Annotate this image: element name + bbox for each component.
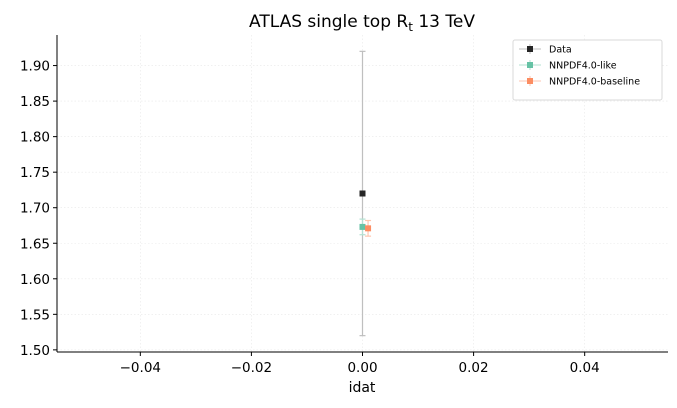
x-axis-label: idat [349, 380, 376, 396]
data-point [359, 190, 366, 197]
x-tick-label: 0.00 [347, 360, 377, 376]
y-tick-label: 1.85 [20, 94, 50, 110]
x-axis-ticks: −0.04 −0.02 0.00 0.02 0.04 [120, 352, 600, 376]
x-tick-label: 0.02 [459, 360, 489, 376]
y-tick-label: 1.90 [20, 59, 50, 75]
legend-frame [512, 39, 663, 101]
y-tick-label: 1.80 [20, 130, 50, 146]
x-tick-label: 0.04 [570, 360, 600, 376]
data-point [359, 223, 366, 230]
y-tick-label: 1.75 [20, 165, 50, 181]
data-series [359, 50, 372, 337]
chart-title-suffix: 13 TeV [413, 12, 475, 32]
x-tick-label: −0.02 [231, 360, 272, 376]
legend-label: NNPDF4.0-like [549, 61, 617, 72]
legend: Data NNPDF4.0-like NNPDF4.0-baseline [512, 39, 663, 101]
data-point [365, 225, 372, 232]
chart-title: ATLAS single top Rt 13 TeV [249, 12, 475, 34]
legend-marker [527, 78, 533, 84]
legend-marker [527, 46, 533, 52]
y-tick-label: 1.70 [20, 201, 50, 217]
legend-label: Data [549, 45, 572, 56]
y-tick-label: 1.50 [20, 343, 50, 359]
chart-title-subscript: t [408, 20, 413, 34]
legend-marker [527, 62, 533, 68]
y-axis-ticks: 1.50 1.55 1.60 1.65 1.70 1.75 1.80 1.85 1.90 [20, 59, 57, 359]
y-tick-label: 1.55 [20, 307, 50, 323]
y-tick-label: 1.65 [20, 236, 50, 252]
legend-label: NNPDF4.0-baseline [549, 77, 640, 88]
x-tick-label: −0.04 [120, 360, 161, 376]
y-tick-label: 1.60 [20, 272, 50, 288]
